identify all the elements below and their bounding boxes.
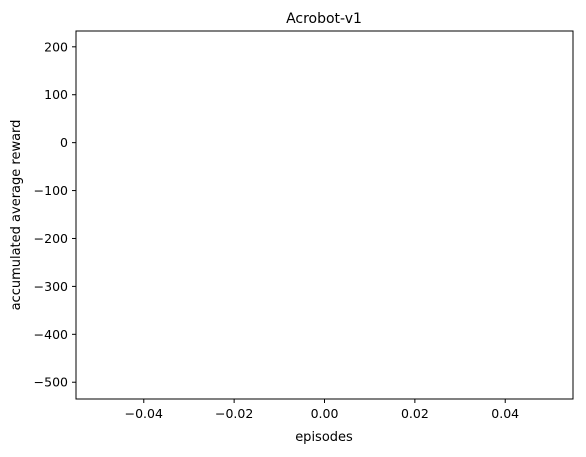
y-tick-label: 100	[44, 87, 68, 102]
x-tick-label: 0.00	[311, 406, 339, 421]
x-tick-label: 0.02	[401, 406, 429, 421]
x-tick-label: 0.04	[491, 406, 519, 421]
y-axis-label: accumulated average reward	[9, 120, 24, 311]
y-tick-label: −500	[34, 375, 68, 390]
y-tick-label: −300	[34, 279, 68, 294]
x-axis-ticks: −0.04 −0.02 0.00 0.02 0.04	[125, 399, 519, 421]
plot-area	[75, 30, 574, 400]
x-tick-label: −0.04	[125, 406, 163, 421]
chart-title: Acrobot-v1	[286, 11, 362, 27]
y-tick-label: −100	[34, 183, 68, 198]
x-axis-label: episodes	[295, 430, 353, 445]
y-axis-ticks: 200 100 0 −100 −200 −300 −400 −500	[34, 39, 76, 390]
y-tick-label: 200	[44, 39, 68, 54]
y-tick-label: −400	[34, 327, 68, 342]
y-tick-label: 0	[60, 135, 68, 150]
y-tick-label: −200	[34, 231, 68, 246]
x-tick-label: −0.02	[215, 406, 253, 421]
